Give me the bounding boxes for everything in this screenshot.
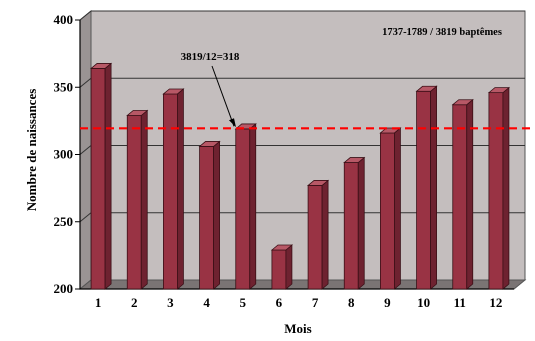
x-tick-label: 8: [348, 295, 355, 310]
gridline-side: [79, 77, 92, 88]
y-axis-ticks: 200 250 300 350 400: [54, 12, 514, 296]
bar: [126, 115, 142, 290]
x-tick-label: 4: [203, 295, 210, 310]
annotation-arrow: [211, 65, 235, 127]
arrowhead-icon: [229, 118, 236, 128]
bar: [380, 132, 395, 290]
x-tick-label: 2: [131, 295, 138, 310]
bar-top: [415, 85, 438, 92]
y-tick-label: 300: [54, 147, 74, 162]
x-tick-label: 9: [384, 295, 391, 310]
bar: [488, 92, 504, 290]
bar-top: [126, 110, 149, 116]
x-tick-label: 10: [417, 295, 430, 310]
bar: [452, 104, 468, 290]
bar-top: [487, 87, 511, 94]
bar: [307, 185, 323, 290]
bar: [343, 162, 359, 290]
x-tick-label: 7: [312, 295, 319, 310]
bar-top: [162, 88, 185, 95]
bar-side: [430, 85, 437, 290]
y-axis-title: Nombre de naissances: [24, 89, 39, 212]
bar-side: [357, 156, 365, 290]
reference-line-group: [80, 65, 533, 130]
bar-top: [270, 244, 294, 251]
bar-top: [198, 141, 221, 147]
bar-side: [285, 244, 293, 290]
bar-side: [104, 62, 112, 290]
gridline-side: [79, 10, 92, 21]
x-tick-label: 6: [276, 295, 283, 310]
x-tick-label: 5: [240, 295, 247, 310]
x-tick-label: 1: [95, 295, 102, 310]
x-axis-title: Mois: [284, 321, 311, 336]
bar: [163, 93, 178, 290]
bar-top: [451, 99, 474, 106]
bar-top: [343, 157, 366, 163]
bar-side: [394, 127, 401, 290]
x-axis-ticks: 1 2 3 4 5 6 7 8 9 10 11 12: [95, 295, 503, 310]
bar: [199, 146, 214, 290]
bar-top: [89, 63, 113, 69]
gridline-side: [79, 145, 92, 155]
bar: [90, 68, 106, 290]
bars: [89, 62, 511, 290]
x-tick-label: 3: [167, 295, 174, 310]
y-tick-label: 400: [54, 12, 74, 27]
bar: [416, 90, 431, 290]
legend-text: 1737-1789 / 3819 baptêmes: [382, 27, 502, 38]
bar-side: [249, 123, 257, 290]
bar-side: [140, 109, 148, 290]
reference-line-label: 3819/12=318: [181, 51, 240, 63]
y-tick-label: 200: [54, 281, 74, 296]
bar: [235, 128, 251, 290]
bar: [271, 249, 287, 290]
bar-side: [321, 179, 329, 290]
x-tick-label: 12: [489, 295, 502, 310]
bar-side: [213, 140, 220, 290]
gridline-side: [79, 212, 92, 223]
bar-top: [306, 180, 330, 186]
y-tick-label: 250: [54, 214, 74, 229]
bar-side: [502, 86, 510, 290]
x-tick-label: 11: [454, 295, 466, 310]
y-tick-label: 350: [54, 79, 74, 94]
bar-side: [177, 88, 184, 290]
